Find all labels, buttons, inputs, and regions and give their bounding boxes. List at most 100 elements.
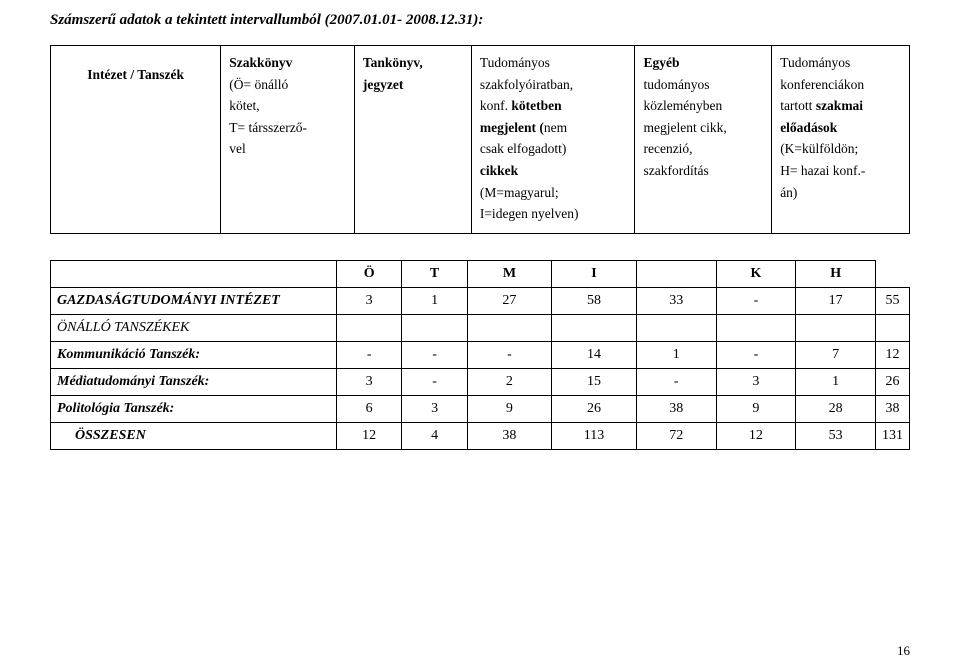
cell: 26 — [552, 395, 637, 422]
row-label: ÖNÁLLÓ TANSZÉKEK — [51, 314, 337, 341]
cell: 38 — [876, 395, 910, 422]
page-title: Számszerű adatok a tekintett intervallum… — [50, 12, 910, 29]
cell — [402, 314, 467, 341]
hdr-col5-l5: recenzió, — [643, 141, 692, 156]
cell: 2 — [467, 368, 551, 395]
hdr-col5-l4: megjelent cikk, — [643, 120, 726, 135]
cell — [716, 314, 796, 341]
cell: 27 — [467, 287, 551, 314]
hdr-col4-l1: Tudományos — [480, 55, 550, 70]
cell: 6 — [336, 395, 402, 422]
hdr-col4-l3b: kötetben — [511, 98, 561, 113]
hdr-col3-l2: jegyzet — [363, 77, 403, 92]
cell: 38 — [636, 395, 716, 422]
cell: - — [402, 368, 467, 395]
cell: 28 — [796, 395, 876, 422]
hdr-col1-text: Intézet / Tanszék — [87, 67, 184, 82]
hdr-col6-l4: előadások — [780, 120, 837, 135]
cell: 1 — [796, 368, 876, 395]
cell: 4 — [402, 422, 467, 449]
cell: - — [402, 341, 467, 368]
hdr-col5-l1: Egyéb — [643, 55, 679, 70]
data-header-row: Ö T M I K H — [51, 260, 910, 287]
cell: 1 — [402, 287, 467, 314]
cell: - — [636, 368, 716, 395]
cell: 26 — [876, 368, 910, 395]
hdr-col4-l5: csak elfogadott) — [480, 141, 567, 156]
cell — [796, 314, 876, 341]
hdr-col4-l6: cikkek — [480, 163, 518, 178]
table-row: ÖNÁLLÓ TANSZÉKEK — [51, 314, 910, 341]
row-label: Médiatudományi Tanszék: — [51, 368, 337, 395]
hdr-col2-l2: (Ö= önálló — [229, 77, 288, 92]
hdr-col6-l3b: szakmai — [816, 98, 863, 113]
table-row: Politológia Tanszék:639263892838 — [51, 395, 910, 422]
hdr-col6-l7: án) — [780, 185, 797, 200]
table-row: ÖSSZESEN12438113721253131 — [51, 422, 910, 449]
col-m: M — [467, 260, 551, 287]
cell: 3 — [716, 368, 796, 395]
col-i: I — [552, 260, 637, 287]
col-blank — [636, 260, 716, 287]
cell: 12 — [876, 341, 910, 368]
col-h: H — [796, 260, 876, 287]
cell: 3 — [402, 395, 467, 422]
hdr-col2: Szakkönyv (Ö= önálló kötet, T= társszerz… — [221, 46, 355, 234]
hdr-col3: Tankönyv, jegyzet — [354, 46, 471, 234]
row-label: GAZDASÁGTUDOMÁNYI INTÉZET — [51, 287, 337, 314]
cell: 53 — [796, 422, 876, 449]
hdr-col1: Intézet / Tanszék — [51, 46, 221, 234]
cell: 12 — [716, 422, 796, 449]
cell: 17 — [796, 287, 876, 314]
cell: - — [467, 341, 551, 368]
cell: 3 — [336, 368, 402, 395]
cell: 3 — [336, 287, 402, 314]
col-k: K — [716, 260, 796, 287]
hdr-col6-l6: H= hazai konf.- — [780, 163, 865, 178]
data-table: Ö T M I K H GAZDASÁGTUDOMÁNYI INTÉZET312… — [50, 260, 910, 450]
hdr-col5: Egyéb tudományos közleményben megjelent … — [635, 46, 772, 234]
hdr-col4-l8: I=idegen nyelven) — [480, 206, 579, 221]
hdr-col4-l4a: megjelent ( — [480, 120, 544, 135]
hdr-col2-l3: kötet, — [229, 98, 259, 113]
cell: 33 — [636, 287, 716, 314]
col-t: T — [402, 260, 467, 287]
cell — [876, 314, 910, 341]
cell: 131 — [876, 422, 910, 449]
cell: 55 — [876, 287, 910, 314]
hdr-col4-l4b: nem — [544, 120, 567, 135]
hdr-col6-l1: Tudományos — [780, 55, 850, 70]
cell: - — [716, 287, 796, 314]
cell: 14 — [552, 341, 637, 368]
cell: 113 — [552, 422, 637, 449]
cell: 72 — [636, 422, 716, 449]
page-number: 16 — [897, 643, 910, 659]
cell — [552, 314, 637, 341]
table-row: Kommunikáció Tanszék:---141-712 — [51, 341, 910, 368]
hdr-col6-l5: (K=külföldön; — [780, 141, 858, 156]
hdr-col6-l3a: tartott — [780, 98, 816, 113]
table-row: GAZDASÁGTUDOMÁNYI INTÉZET31275833-1755 — [51, 287, 910, 314]
hdr-col2-l5: vel — [229, 141, 246, 156]
hdr-col5-l3: közleményben — [643, 98, 722, 113]
blank-label — [51, 260, 337, 287]
hdr-col6-l2: konferenciákon — [780, 77, 864, 92]
col-o: Ö — [336, 260, 402, 287]
table-row: Médiatudományi Tanszék:3-215-3126 — [51, 368, 910, 395]
cell: - — [716, 341, 796, 368]
cell — [336, 314, 402, 341]
cell: 9 — [716, 395, 796, 422]
hdr-col2-l4: T= társszerző- — [229, 120, 307, 135]
cell: 12 — [336, 422, 402, 449]
hdr-col4-l2: szakfolyóiratban, — [480, 77, 573, 92]
row-label: Kommunikáció Tanszék: — [51, 341, 337, 368]
cell: 38 — [467, 422, 551, 449]
hdr-col5-l2: tudományos — [643, 77, 709, 92]
cell: 15 — [552, 368, 637, 395]
row-label: Politológia Tanszék: — [51, 395, 337, 422]
cell: 9 — [467, 395, 551, 422]
cell: 58 — [552, 287, 637, 314]
hdr-col5-l6: szakfordítás — [643, 163, 708, 178]
row-label: ÖSSZESEN — [51, 422, 337, 449]
hdr-col4: Tudományos szakfolyóiratban, konf. kötet… — [471, 46, 635, 234]
